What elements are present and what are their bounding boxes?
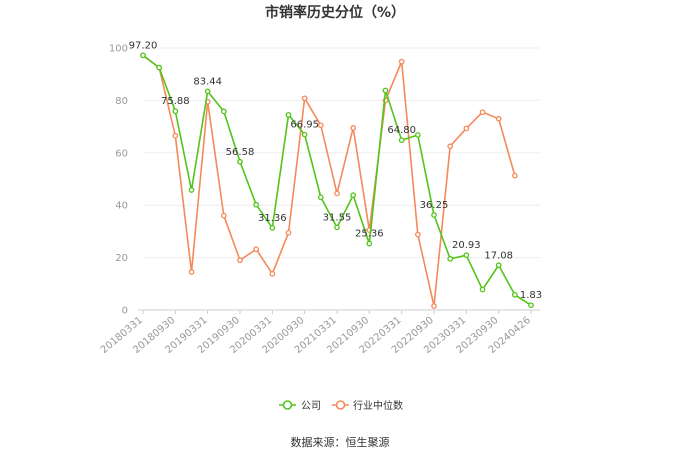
y-axis: 0 20 40 60 80 100 bbox=[109, 44, 128, 317]
series-industry-median bbox=[140, 52, 518, 309]
data-label: 31.36 bbox=[258, 213, 287, 224]
series-line bbox=[142, 54, 516, 307]
data-point bbox=[431, 303, 437, 309]
y-tick-label: 20 bbox=[115, 253, 128, 264]
legend-label: 公司 bbox=[301, 401, 321, 412]
data-point bbox=[479, 109, 486, 116]
y-tick-label: 60 bbox=[115, 148, 128, 159]
data-point bbox=[140, 52, 146, 59]
legend[interactable]: 公司 行业中位数 bbox=[279, 399, 403, 412]
data-point bbox=[334, 224, 340, 231]
data-point bbox=[398, 58, 405, 65]
data-point bbox=[479, 286, 486, 293]
y-tick-label: 0 bbox=[122, 306, 128, 317]
y-tick-label: 40 bbox=[115, 201, 128, 212]
data-label: 66.95 bbox=[290, 120, 319, 131]
data-point bbox=[414, 231, 421, 238]
data-point bbox=[495, 262, 502, 269]
data-point bbox=[285, 111, 292, 118]
data-point bbox=[528, 302, 534, 309]
data-label: 36.25 bbox=[420, 200, 449, 211]
data-point bbox=[253, 246, 260, 253]
data-label: 25.36 bbox=[355, 229, 384, 240]
data-point bbox=[172, 108, 179, 115]
data-point bbox=[285, 229, 292, 236]
data-point bbox=[237, 257, 243, 264]
series-company bbox=[140, 52, 534, 309]
data-point bbox=[317, 194, 324, 201]
data-label: 31.55 bbox=[323, 212, 352, 223]
series-layer bbox=[140, 52, 534, 309]
data-point bbox=[269, 270, 276, 277]
legend-industry-median[interactable]: 行业中位数 bbox=[332, 399, 403, 412]
data-label: 20.93 bbox=[452, 240, 481, 251]
data-point bbox=[156, 64, 163, 71]
data-point bbox=[253, 201, 260, 208]
legend-swatch-marker bbox=[335, 400, 346, 410]
data-point bbox=[511, 291, 518, 298]
data-point bbox=[398, 137, 405, 144]
data-point bbox=[301, 131, 308, 138]
data-label: 83.44 bbox=[193, 76, 222, 87]
data-label: 17.08 bbox=[484, 250, 513, 261]
data-point bbox=[188, 187, 195, 193]
data-point bbox=[334, 190, 340, 197]
data-label: 1.83 bbox=[520, 290, 542, 301]
data-point bbox=[463, 252, 470, 259]
data-point bbox=[350, 192, 357, 199]
x-axis: 2018033120180930201903312019093020200331… bbox=[99, 309, 540, 356]
data-point bbox=[204, 88, 211, 95]
data-point bbox=[350, 125, 357, 131]
data-point bbox=[431, 212, 437, 218]
series-line bbox=[142, 54, 532, 306]
legend-swatch-marker bbox=[282, 400, 293, 410]
data-point bbox=[382, 87, 389, 94]
legend-label: 行业中位数 bbox=[353, 399, 403, 412]
data-label: 56.58 bbox=[226, 147, 255, 158]
legend-company[interactable]: 公司 bbox=[279, 400, 321, 412]
data-label: 64.80 bbox=[387, 125, 416, 136]
data-point bbox=[188, 269, 195, 275]
data-point bbox=[220, 108, 227, 115]
chart-title: 市销率历史分位（%） bbox=[265, 4, 405, 21]
y-tick-label: 100 bbox=[109, 44, 128, 55]
data-point bbox=[447, 143, 454, 150]
data-point bbox=[317, 122, 324, 129]
data-point bbox=[172, 132, 179, 139]
data-point bbox=[301, 95, 308, 102]
data-point bbox=[269, 224, 276, 231]
data-point bbox=[447, 256, 454, 262]
data-point bbox=[414, 132, 421, 138]
y-tick-label: 80 bbox=[115, 96, 128, 107]
data-point bbox=[463, 125, 470, 132]
source-text: 数据来源：恒生聚源 bbox=[291, 435, 390, 449]
data-point bbox=[511, 172, 518, 179]
data-label: 97.20 bbox=[129, 40, 158, 51]
data-label: 75.88 bbox=[161, 96, 190, 107]
data-point bbox=[237, 158, 243, 165]
data-point bbox=[366, 240, 373, 247]
data-point bbox=[220, 212, 227, 219]
data-point bbox=[495, 115, 502, 122]
